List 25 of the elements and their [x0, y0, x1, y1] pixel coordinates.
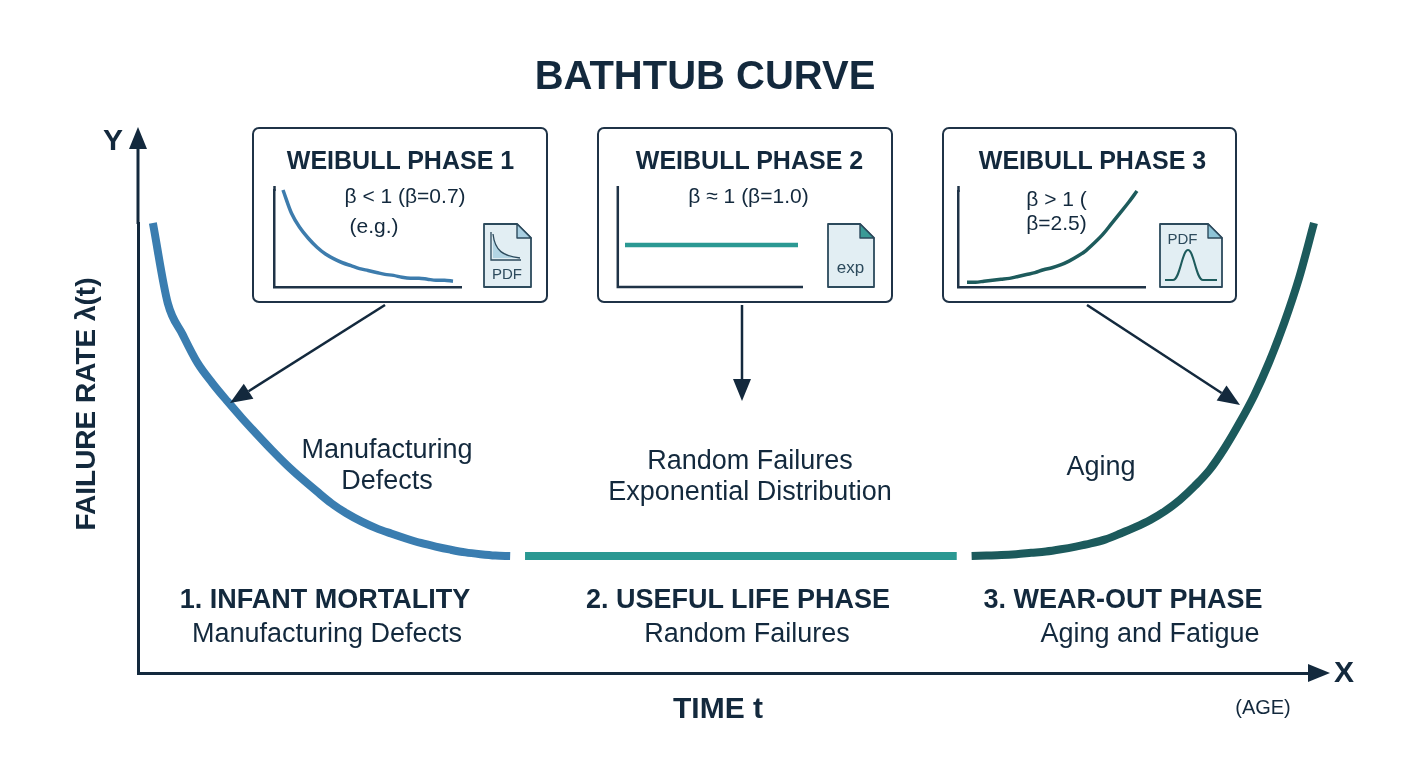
text: X — [1333, 654, 1355, 690]
annotation: Aging and Fatigue — [1040, 618, 1260, 650]
text: WEIBULL PHASE 2 — [635, 145, 864, 174]
annotation: 3. WEAR-OUT PHASE — [983, 584, 1263, 616]
text: (AGE) — [1235, 695, 1291, 719]
chart-title: WEIBULL PHASE 3 — [978, 145, 1207, 174]
annotation: Random Failures Exponential Distribution — [608, 444, 892, 508]
annotation: exp — [836, 257, 865, 276]
annotation: Random Failures — [644, 618, 850, 650]
text: β ≈ 1 (β=1.0) — [688, 183, 809, 208]
chart-title: BATHTUB CURVE — [534, 52, 876, 98]
annotation: β < 1 (β=0.7) — [344, 183, 466, 208]
annotation: 2. USEFUL LIFE PHASE — [585, 584, 891, 616]
text: Y — [102, 122, 124, 158]
annotation: Manufacturing Defects — [191, 618, 463, 650]
annotation: 1. INFANT MORTALITY — [179, 584, 471, 616]
annotation: β > 1 ( β=2.5) — [1026, 186, 1087, 235]
annotation: Manufacturing Defects — [301, 433, 473, 497]
annotation: PDF — [492, 264, 522, 281]
annotation: PDF — [1167, 229, 1198, 246]
y-axis-title: FAILURE RATE λ(t) — [69, 277, 102, 531]
annotation: Aging — [1066, 451, 1136, 483]
x-axis-title: TIME t — [673, 690, 763, 726]
chart-title: WEIBULL PHASE 1 — [286, 145, 515, 174]
annotation: (e.g.) — [349, 213, 399, 238]
